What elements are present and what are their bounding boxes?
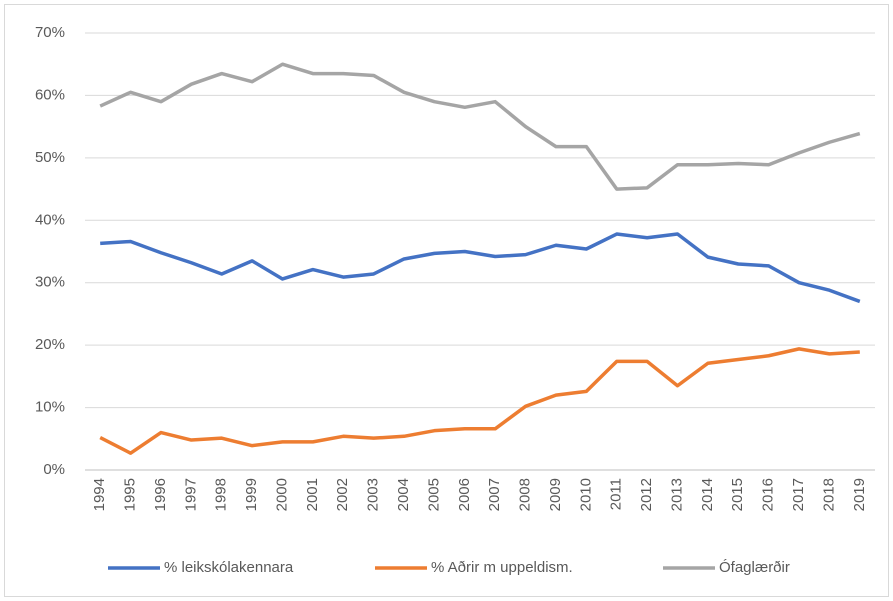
series-line — [99, 62, 861, 191]
y-tick-label: 60% — [35, 86, 65, 103]
x-tick-label: 2014 — [699, 478, 716, 511]
legend-label: % leikskólakennara — [164, 559, 294, 576]
y-tick-label: 20% — [35, 336, 65, 353]
x-tick-label: 2004 — [395, 478, 412, 511]
x-tick-label: 2010 — [577, 478, 594, 511]
y-tick-label: 10% — [35, 399, 65, 416]
x-tick-label: 2002 — [334, 478, 351, 511]
legend-label: Ófaglærðir — [719, 559, 790, 576]
x-tick-label: 2006 — [456, 478, 473, 511]
x-tick-label: 2009 — [547, 478, 564, 511]
x-tick-label: 2003 — [365, 478, 382, 511]
x-tick-label: 2012 — [638, 478, 655, 511]
y-tick-label: 40% — [35, 211, 65, 228]
x-tick-label: 1994 — [91, 478, 108, 511]
x-tick-label: 2005 — [425, 478, 442, 511]
x-tick-label: 1996 — [152, 478, 169, 511]
y-tick-label: 70% — [35, 24, 65, 41]
x-tick-label: 2011 — [608, 478, 625, 510]
legend-label: % Aðrir m uppeldism. — [431, 559, 573, 576]
y-tick-label: 50% — [35, 149, 65, 166]
x-tick-label: 2018 — [820, 478, 837, 511]
x-tick-label: 2008 — [517, 478, 534, 511]
y-tick-label: 0% — [43, 461, 65, 478]
x-tick-label: 1995 — [122, 478, 139, 511]
x-tick-label: 2001 — [304, 478, 321, 511]
x-tick-label: 2019 — [851, 478, 868, 511]
series-line — [99, 347, 860, 455]
x-tick-label: 2007 — [486, 478, 503, 511]
x-tick-label: 1997 — [182, 478, 199, 511]
x-tick-label: 2016 — [760, 478, 777, 511]
x-tick-label: 2013 — [668, 478, 685, 511]
x-tick-label: 1999 — [243, 478, 260, 511]
x-tick-label: 2015 — [729, 478, 746, 511]
x-tick-label: 1998 — [213, 478, 230, 511]
x-tick-label: 2017 — [790, 478, 807, 511]
y-tick-label: 30% — [35, 274, 65, 291]
series-line — [100, 232, 861, 304]
x-tick-label: 2000 — [273, 478, 290, 511]
